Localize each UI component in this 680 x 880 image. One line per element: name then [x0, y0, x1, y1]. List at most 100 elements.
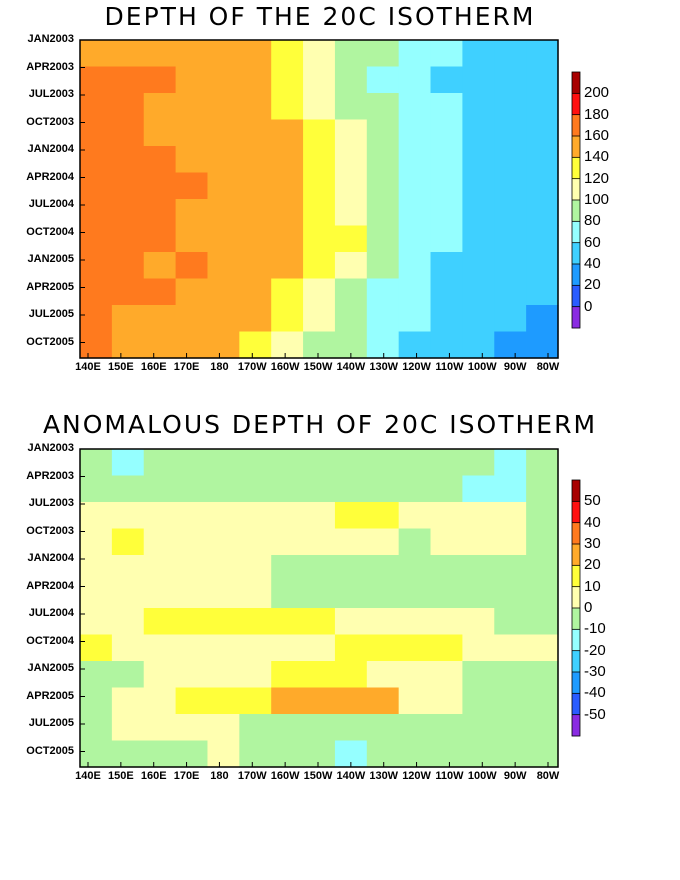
heatmap-cell	[494, 172, 527, 200]
y-tick-label: APR2005	[26, 689, 74, 702]
heatmap-cell	[175, 528, 209, 556]
heatmap-cell	[80, 555, 113, 583]
heatmap-cell	[494, 278, 527, 306]
x-tick-label: 150E	[107, 361, 134, 373]
heatmap-cell	[207, 475, 240, 503]
heatmap-cell	[207, 252, 240, 280]
heatmap-cell	[207, 714, 240, 742]
heatmap-cell	[303, 634, 336, 662]
heatmap-cell	[430, 146, 463, 174]
heatmap-cell	[366, 449, 400, 477]
heatmap-cell	[239, 475, 272, 503]
heatmap-cell	[175, 581, 209, 609]
colorbar-tick-label: 140	[584, 148, 610, 166]
heatmap-cell	[366, 634, 400, 662]
colorbar-tick-label: 180	[584, 105, 610, 123]
heatmap-cell	[398, 502, 432, 530]
heatmap-cell	[526, 714, 559, 742]
heatmap-cell	[111, 252, 145, 280]
heatmap-cell	[303, 714, 336, 742]
heatmap-cell	[143, 528, 177, 556]
heatmap-cell	[143, 40, 177, 68]
heatmap-cell	[239, 93, 272, 121]
heatmap-cell	[366, 502, 400, 530]
heatmap-cell	[398, 634, 432, 662]
heatmap-cell	[271, 555, 304, 583]
heatmap-cell	[334, 119, 368, 147]
heatmap-cell	[207, 331, 240, 359]
colorbar-tick-label: 40	[584, 513, 601, 531]
heatmap-cell	[207, 278, 240, 306]
heatmap-cell	[175, 40, 209, 68]
heatmap-cell	[143, 225, 177, 253]
heatmap-cell	[398, 252, 432, 280]
heatmap-cell	[239, 661, 272, 689]
heatmap-cell	[366, 581, 400, 609]
x-tick-label: 170E	[173, 361, 200, 373]
heatmap-cell	[239, 172, 272, 200]
x-tick-label: 140E	[75, 770, 101, 782]
heatmap-cell	[334, 225, 368, 253]
chart-title-bottom: ANOMALOUS DEPTH OF 20C ISOTHERM	[42, 410, 598, 439]
heatmap-cell	[334, 687, 368, 715]
heatmap-cell	[430, 225, 463, 253]
heatmap-cell	[334, 475, 368, 503]
heatmap-cell	[462, 555, 495, 583]
x-tick-label: 150E	[107, 770, 134, 782]
heatmap-cell	[111, 661, 145, 689]
heatmap-cell	[462, 252, 495, 280]
y-tick-label: JAN2004	[27, 143, 74, 155]
heatmap-cell	[430, 252, 463, 280]
heatmap-cell	[175, 146, 209, 174]
heatmap-cell	[526, 449, 559, 477]
heatmap-cell	[111, 305, 145, 333]
y-tick-label: APR2003	[26, 60, 74, 73]
heatmap-cell	[398, 40, 432, 68]
heatmap-cell	[207, 305, 240, 333]
heatmap-cell	[494, 199, 527, 227]
heatmap-cell	[239, 278, 272, 306]
heatmap-cell	[430, 740, 463, 768]
heatmap-cell	[430, 608, 463, 636]
heatmap-cell	[143, 252, 177, 280]
heatmap-cell	[143, 305, 177, 333]
heatmap-cell	[494, 119, 527, 147]
heatmap-cell	[175, 687, 209, 715]
heatmap-cell	[80, 331, 113, 359]
heatmap-cell	[430, 661, 463, 689]
colorbar-tick-label: 40	[584, 255, 601, 272]
heatmap-cell	[334, 199, 368, 227]
colorbar-swatch	[572, 136, 580, 158]
heatmap-cell	[494, 581, 527, 609]
heatmap-cell	[143, 331, 177, 359]
heatmap-cell	[526, 252, 559, 280]
heatmap-cell	[462, 449, 495, 477]
heatmap-cell	[462, 40, 495, 68]
heatmap-cell	[80, 661, 113, 689]
heatmap-cell	[207, 199, 240, 227]
heatmap-cell	[398, 172, 432, 200]
heatmap-cell	[271, 714, 304, 742]
heatmap-cell	[80, 119, 113, 147]
heatmap-cell	[271, 581, 304, 609]
heatmap-cell	[526, 475, 559, 503]
heatmap-cell	[398, 528, 432, 556]
heatmap-cell	[175, 714, 209, 742]
heatmap-cell	[398, 199, 432, 227]
heatmap-cell	[462, 502, 495, 530]
heatmap-cell	[303, 449, 336, 477]
x-tick-label: 110W	[435, 770, 464, 782]
heatmap-cell	[111, 93, 145, 121]
heatmap-cell	[526, 581, 559, 609]
heatmap-cell	[366, 305, 400, 333]
heatmap-cell	[80, 714, 113, 742]
x-tick-label: 110W	[435, 361, 464, 373]
colorbar-tick-label: 60	[584, 233, 601, 251]
heatmap-cell	[111, 608, 145, 636]
colorbar-swatch	[572, 672, 580, 694]
heatmap-cell	[398, 225, 432, 253]
heatmap-cell	[430, 714, 463, 742]
heatmap-cell	[271, 608, 304, 636]
x-tick-label: 170W	[237, 770, 267, 782]
heatmap-cell	[271, 40, 304, 68]
